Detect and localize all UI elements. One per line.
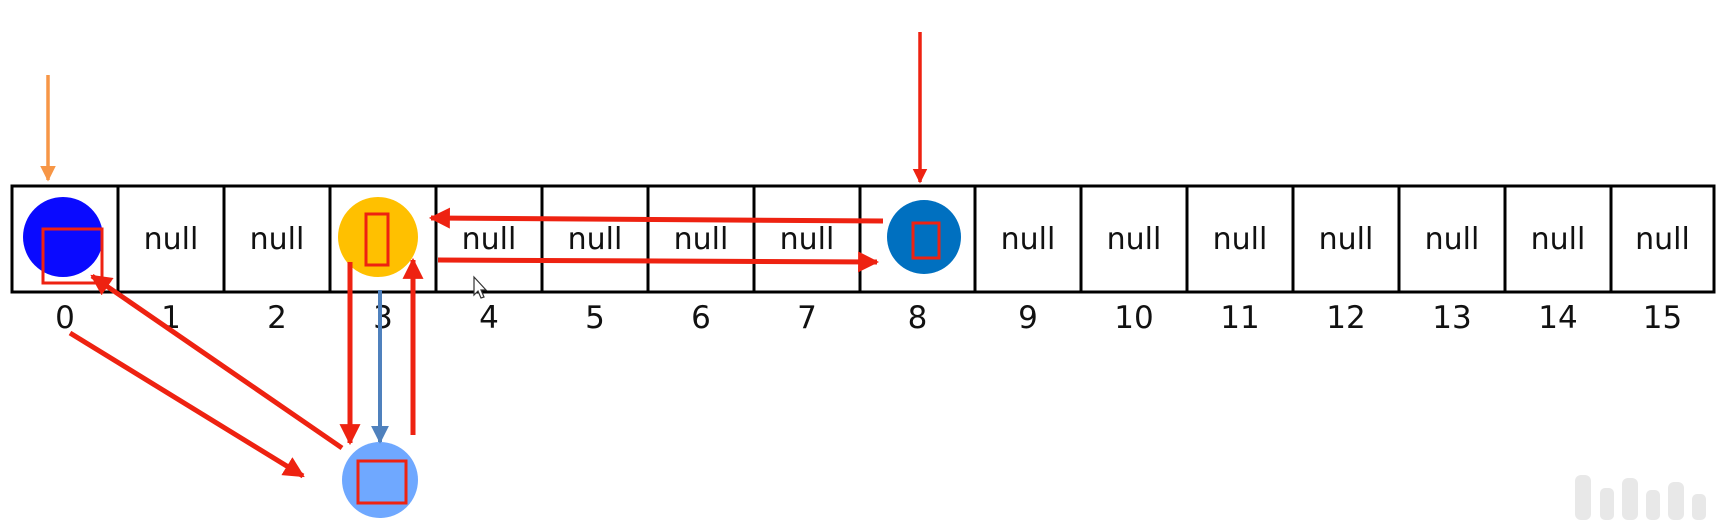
node-pointer-box: [364, 212, 390, 267]
mouse-cursor-icon: [473, 275, 488, 299]
array-cell-6: null: [646, 184, 756, 294]
node-pointer-box: [41, 227, 104, 285]
array-cell-12: null: [1291, 184, 1401, 294]
cell-box: [1291, 184, 1401, 294]
index-label-12: 12: [1326, 300, 1365, 336]
index-label-4: 4: [479, 300, 499, 336]
chained-node: [342, 442, 418, 518]
cell-label: null: [1319, 222, 1374, 257]
index-label-9: 9: [1018, 300, 1038, 336]
index-label-6: 6: [691, 300, 711, 336]
array-cell-15: null: [1609, 184, 1716, 294]
red-arrow-3-to-8: [437, 251, 880, 273]
array-cell-2: null: [222, 184, 332, 294]
bucket-8-node: [887, 200, 961, 274]
cell-label: null: [780, 222, 835, 257]
array-cell-13: null: [1397, 184, 1507, 294]
index-label-8: 8: [908, 300, 928, 336]
cell-label: null: [144, 222, 199, 257]
red-arrow-from-0: [68, 330, 305, 479]
cell-label: null: [250, 222, 305, 257]
cell-label: null: [674, 222, 729, 257]
cell-box: [540, 184, 650, 294]
array-indices: 0 1 2 3 4 5 6 7 8 9 10 11 12 13 14 15: [55, 300, 1682, 336]
node-circle-yellow: [338, 197, 418, 277]
index-label-5: 5: [585, 300, 605, 336]
node-pointer-box: [911, 221, 941, 260]
array-cell-9: null: [973, 184, 1083, 294]
cell-label: null: [568, 222, 623, 257]
cell-label: null: [1107, 222, 1162, 257]
red-arrow-to-0: [90, 273, 344, 451]
index-label-0: 0: [55, 300, 75, 336]
cell-box: [1397, 184, 1507, 294]
arrows: [40, 32, 928, 479]
node-pointer-box: [356, 459, 408, 505]
array-cell-5: null: [540, 184, 650, 294]
cell-box: [752, 184, 862, 294]
cell-box: [222, 184, 332, 294]
bucket-3-node: [338, 197, 418, 277]
index-label-14: 14: [1538, 300, 1577, 336]
index-label-11: 11: [1220, 300, 1259, 336]
cell-box: [116, 184, 226, 294]
cell-box: [1185, 184, 1295, 294]
array-cells: null null null null null null null null null null…: [10, 184, 1716, 294]
index-label-10: 10: [1114, 300, 1153, 336]
array-cell-1: null: [116, 184, 226, 294]
node-circle-dark-blue: [887, 200, 961, 274]
array-cell-10: null: [1079, 184, 1189, 294]
cell-label: null: [1531, 222, 1586, 257]
cell-label: null: [462, 222, 517, 257]
bucket-0-node: [23, 197, 104, 285]
cell-box: [434, 184, 544, 294]
cell-box: [646, 184, 756, 294]
cell-label: null: [1001, 222, 1056, 257]
cell-label: null: [1213, 222, 1268, 257]
cell-label: null: [1425, 222, 1480, 257]
index-label-13: 13: [1432, 300, 1471, 336]
cell-label: null: [1635, 222, 1690, 257]
index-label-15: 15: [1643, 300, 1682, 336]
array-cell-14: null: [1503, 184, 1613, 294]
index-label-7: 7: [797, 300, 817, 336]
node-circle-blue: [23, 197, 103, 277]
cell-box: [973, 184, 1083, 294]
array-cell-7: null: [752, 184, 862, 294]
bilibili-logo-icon: [1575, 475, 1706, 520]
cell-box: [1609, 184, 1716, 294]
index-label-3: 3: [373, 300, 393, 336]
index-label-2: 2: [267, 300, 287, 336]
array-cell-11: null: [1185, 184, 1295, 294]
array-cell-4: null: [434, 184, 544, 294]
red-arrow-8-to-3: [428, 207, 884, 229]
